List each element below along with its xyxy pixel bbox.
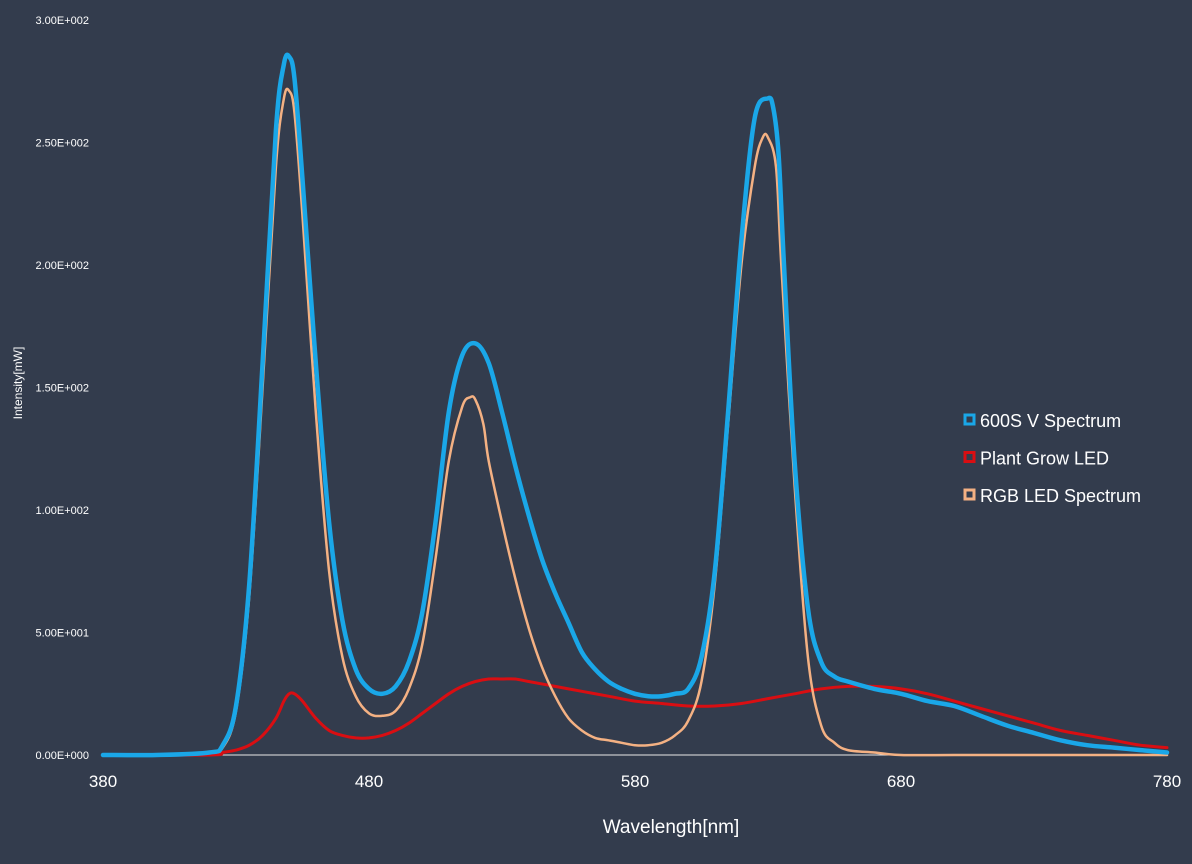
x-axis-ticks: 380 480 580 680 780: [89, 772, 1181, 791]
legend-swatch: [963, 488, 976, 501]
y-tick-label: 5.00E+001: [35, 628, 89, 640]
legend-item: RGB LED Spectrum: [963, 486, 1141, 506]
legend-item: Plant Grow LED: [963, 449, 1109, 469]
series-line-plant-grow-led: [101, 677, 1169, 757]
y-tick-label: 1.50E+002: [35, 383, 89, 395]
legend-item: 600S V Spectrum: [963, 411, 1121, 431]
legend-swatch: [963, 413, 976, 426]
y-tick-label: 2.00E+002: [35, 260, 89, 272]
y-axis-title: Intensity[mW]: [11, 347, 25, 420]
x-tick-label: 380: [89, 772, 117, 791]
legend-label: 600S V Spectrum: [980, 411, 1121, 431]
y-tick-label: 3.00E+002: [35, 15, 89, 27]
legend-swatch: [963, 451, 976, 463]
x-tick-label: 780: [1153, 772, 1181, 791]
y-tick-label: 0.00E+000: [35, 750, 89, 762]
legend: 600S V Spectrum Plant Grow LED RGB LED Spe…: [963, 411, 1141, 506]
series-line-600s-v-spectrum: [100, 52, 1170, 758]
x-tick-label: 580: [621, 772, 649, 791]
x-tick-label: 480: [355, 772, 383, 791]
x-tick-label: 680: [887, 772, 915, 791]
plot-area: 0.00E+000 5.00E+001 1.00E+002 1.50E+002 2.00…: [35, 15, 1181, 791]
y-tick-label: 1.00E+002: [35, 505, 89, 517]
legend-label: RGB LED Spectrum: [980, 486, 1141, 506]
legend-label: Plant Grow LED: [980, 449, 1109, 469]
x-axis-title: Wavelength[nm]: [603, 817, 740, 838]
y-tick-label: 2.50E+002: [35, 138, 89, 150]
series-lines: [100, 52, 1170, 758]
y-axis-ticks: 0.00E+000 5.00E+001 1.00E+002 1.50E+002 2.00…: [35, 15, 89, 762]
